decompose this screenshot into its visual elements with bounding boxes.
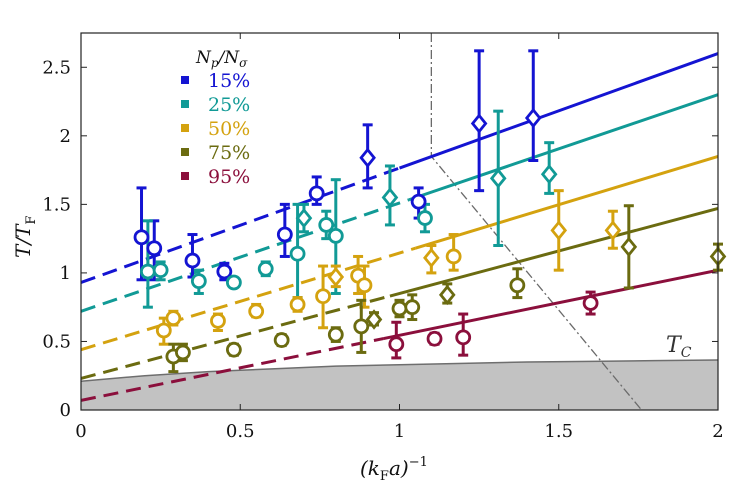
fit-dashed-5 bbox=[81, 337, 384, 402]
fit-solid-1 bbox=[398, 52, 718, 170]
legend-label-3: 50% bbox=[208, 118, 250, 140]
legend-label-1: 15% bbox=[208, 70, 250, 92]
tc-shaded-region bbox=[81, 359, 718, 410]
y-tick-label: 2.5 bbox=[42, 57, 71, 78]
data-point-circle bbox=[146, 240, 163, 257]
data-point-circle bbox=[133, 229, 150, 246]
data-point-circle bbox=[152, 262, 169, 279]
data-point-circle bbox=[257, 260, 274, 277]
data-point-circle bbox=[582, 295, 599, 311]
data-point-circle bbox=[315, 288, 331, 305]
y-tick-label: 1 bbox=[60, 263, 71, 284]
data-point-diamond bbox=[524, 107, 542, 129]
tc-curve bbox=[81, 359, 718, 382]
y-axis-title: T/TF bbox=[11, 216, 39, 258]
fit-solid-5 bbox=[383, 268, 718, 341]
x-tick-label: 0.5 bbox=[226, 421, 255, 442]
data-point-circle bbox=[410, 193, 427, 210]
fit-solid-3 bbox=[414, 154, 718, 250]
data-point-diamond bbox=[540, 163, 558, 185]
fit-dashed-2 bbox=[81, 198, 410, 313]
data-point-diamond bbox=[423, 247, 440, 269]
data-point-circle bbox=[184, 252, 201, 269]
data-point-circle bbox=[391, 300, 408, 317]
data-point-circle bbox=[289, 245, 306, 262]
legend-swatch-2 bbox=[181, 100, 189, 108]
data-point-circle bbox=[327, 326, 344, 343]
x-tick-label: 0 bbox=[75, 421, 86, 442]
legend-label-2: 25% bbox=[208, 94, 250, 116]
data-point-circle bbox=[248, 303, 265, 320]
data-point-circle bbox=[353, 318, 370, 335]
tc-label: TC bbox=[666, 333, 692, 361]
data-point-diamond bbox=[327, 266, 345, 288]
fit-dashed-4 bbox=[81, 294, 391, 380]
data-point-circle bbox=[356, 277, 373, 294]
data-point-circle bbox=[289, 296, 306, 313]
fit-solid-2 bbox=[408, 93, 718, 202]
legend-swatch-1 bbox=[181, 76, 189, 84]
data-point-diamond bbox=[359, 147, 376, 168]
data-point-circle bbox=[455, 329, 472, 346]
legend: Np/Nσ 15%25%50%75%95% bbox=[181, 48, 250, 188]
y-tick-label: 1.5 bbox=[42, 194, 71, 215]
data-point-circle bbox=[327, 227, 344, 244]
data-point-circle bbox=[139, 263, 156, 280]
x-tick-label: 1.5 bbox=[544, 421, 573, 442]
y-tick-label: 0 bbox=[60, 400, 71, 421]
data-point-diamond bbox=[381, 187, 399, 208]
data-point-circle bbox=[276, 226, 293, 243]
data-point-diamond bbox=[489, 168, 507, 189]
data-point-diamond bbox=[470, 113, 488, 134]
data-point-circle bbox=[509, 277, 526, 294]
fit-solid-4 bbox=[389, 207, 718, 298]
error-bar bbox=[528, 49, 539, 162]
data-point-circle bbox=[273, 332, 290, 348]
fit-dashed-3 bbox=[81, 246, 416, 352]
legend-swatch-3 bbox=[181, 124, 189, 132]
legend-title: Np/Nσ bbox=[195, 48, 248, 70]
data-point-circle bbox=[216, 263, 233, 280]
data-point-circle bbox=[210, 312, 226, 329]
data-point-circle bbox=[225, 341, 242, 358]
legend-swatch-5 bbox=[181, 172, 189, 180]
x-axis-title: (kFa)−1 bbox=[360, 455, 428, 484]
data-point-circle bbox=[165, 310, 182, 327]
legend-label-5: 95% bbox=[208, 166, 250, 188]
data-point-circle bbox=[445, 248, 462, 265]
legend-swatch-4 bbox=[181, 148, 189, 156]
data-point-circle bbox=[417, 210, 433, 226]
data-point-diamond bbox=[438, 284, 456, 306]
data-point-circle bbox=[155, 322, 172, 339]
data-point-diamond bbox=[295, 207, 313, 229]
x-tick-label: 2 bbox=[712, 421, 723, 442]
data-point-circle bbox=[308, 185, 325, 202]
y-tick-label: 0.5 bbox=[42, 331, 71, 352]
data-point-diamond bbox=[620, 236, 638, 258]
data-point-diamond bbox=[604, 220, 622, 241]
data-point-circle bbox=[426, 330, 443, 347]
fit-dashed-1 bbox=[81, 166, 401, 284]
data-point-circle bbox=[190, 273, 207, 290]
y-tick-label: 2 bbox=[60, 126, 71, 147]
x-tick-label: 1 bbox=[394, 421, 405, 442]
data-point-circle bbox=[318, 217, 335, 233]
data-point-diamond bbox=[550, 220, 568, 241]
data-point-circle bbox=[388, 336, 405, 353]
legend-label-4: 75% bbox=[208, 142, 250, 164]
data-point-diamond bbox=[365, 309, 383, 330]
data-point-circle bbox=[225, 274, 242, 291]
data-point-circle bbox=[404, 299, 421, 316]
data-point-circle bbox=[175, 344, 191, 361]
